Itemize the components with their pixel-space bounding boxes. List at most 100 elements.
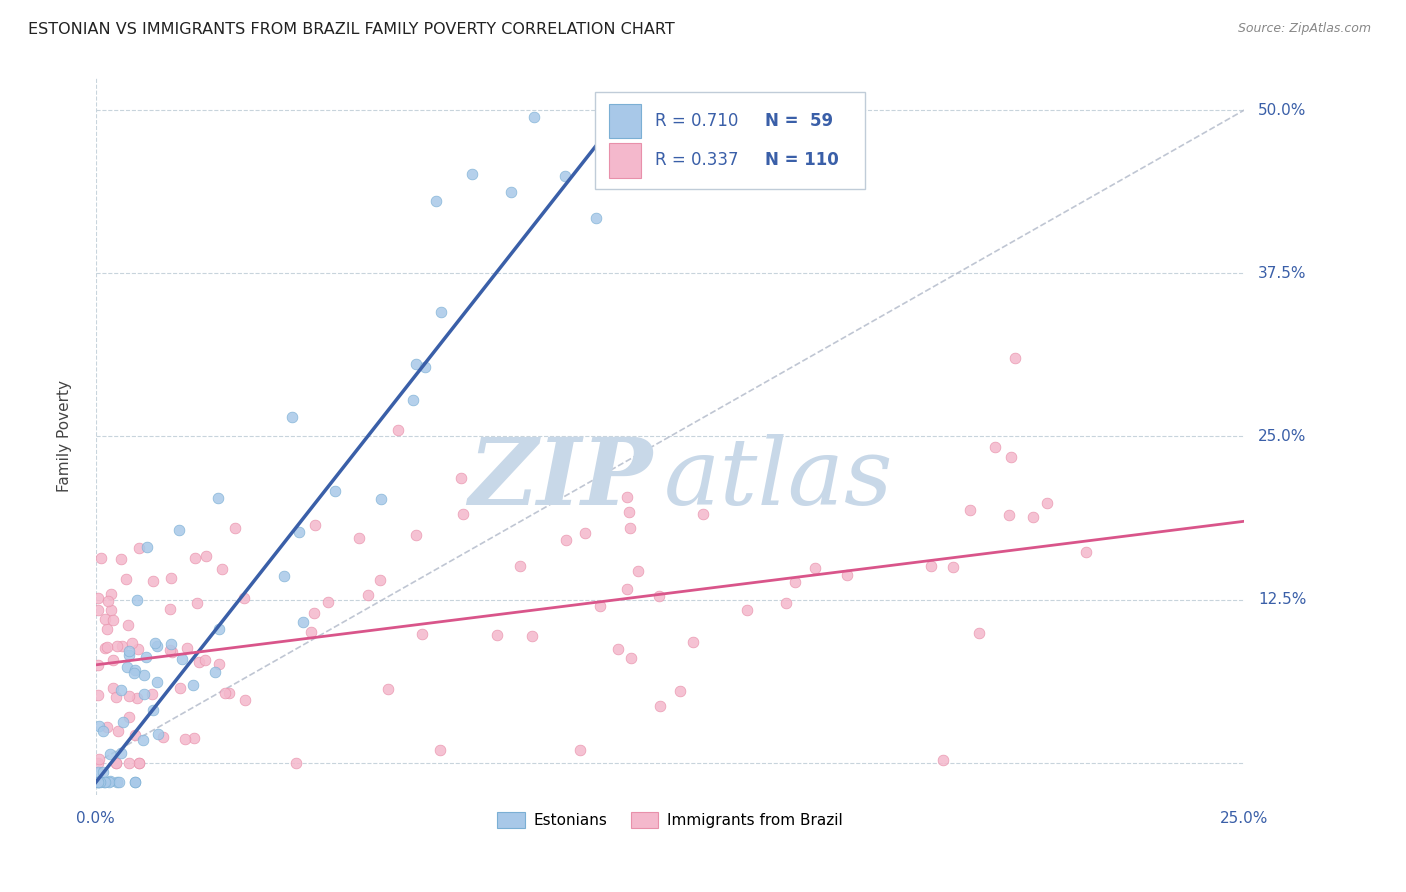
Text: atlas: atlas bbox=[664, 434, 894, 524]
Point bbox=[783, 574, 806, 589]
Point bbox=[96, 622, 118, 636]
Point bbox=[211, 562, 233, 576]
Point bbox=[127, 593, 149, 607]
Legend: Estonians, Immigrants from Brazil: Estonians, Immigrants from Brazil bbox=[491, 806, 849, 834]
Point bbox=[143, 636, 166, 650]
Point bbox=[1021, 509, 1043, 524]
Point bbox=[97, 594, 120, 608]
Point bbox=[368, 573, 391, 587]
Point bbox=[959, 503, 981, 517]
Point bbox=[347, 531, 370, 545]
Point bbox=[207, 491, 229, 506]
Text: N = 110: N = 110 bbox=[765, 151, 839, 169]
Point bbox=[520, 629, 543, 643]
Point bbox=[181, 677, 204, 691]
Point bbox=[87, 775, 110, 789]
Point bbox=[94, 775, 117, 789]
Point bbox=[103, 681, 125, 695]
Text: R = 0.337: R = 0.337 bbox=[655, 151, 738, 169]
Point bbox=[100, 587, 122, 601]
Point bbox=[128, 541, 150, 555]
Point bbox=[998, 508, 1021, 522]
Point bbox=[429, 742, 451, 756]
Point bbox=[87, 775, 110, 789]
Point bbox=[402, 393, 425, 408]
Point bbox=[302, 607, 325, 621]
Point bbox=[87, 765, 110, 780]
Point bbox=[224, 521, 246, 535]
Point bbox=[87, 688, 110, 702]
Text: 12.5%: 12.5% bbox=[1258, 592, 1306, 607]
Point bbox=[121, 635, 143, 649]
Point bbox=[920, 559, 942, 574]
Point bbox=[118, 644, 141, 658]
Point bbox=[87, 756, 110, 770]
Point bbox=[273, 568, 295, 582]
Point bbox=[91, 764, 114, 779]
Point bbox=[160, 645, 183, 659]
Point bbox=[173, 732, 195, 747]
Point bbox=[169, 681, 191, 695]
Point bbox=[87, 775, 110, 789]
Text: ESTONIAN VS IMMIGRANTS FROM BRAZIL FAMILY POVERTY CORRELATION CHART: ESTONIAN VS IMMIGRANTS FROM BRAZIL FAMIL… bbox=[28, 22, 675, 37]
Point bbox=[110, 746, 132, 760]
Point bbox=[98, 773, 121, 788]
Point bbox=[804, 561, 827, 575]
Point bbox=[387, 423, 409, 437]
Point bbox=[124, 663, 146, 677]
Point bbox=[450, 471, 472, 485]
Point bbox=[148, 727, 170, 741]
Point bbox=[176, 641, 198, 656]
Point bbox=[942, 559, 965, 574]
Point bbox=[124, 775, 146, 789]
Point bbox=[127, 691, 149, 706]
Point bbox=[620, 650, 643, 665]
Point bbox=[405, 528, 427, 542]
Point bbox=[118, 648, 141, 663]
Point bbox=[167, 523, 190, 537]
Point bbox=[110, 683, 132, 698]
Point bbox=[142, 703, 165, 717]
Point bbox=[112, 714, 135, 729]
Point bbox=[159, 643, 181, 657]
Point bbox=[117, 756, 139, 770]
Bar bbox=[609, 144, 641, 178]
Point bbox=[141, 687, 163, 701]
Point bbox=[105, 775, 128, 789]
Point bbox=[96, 640, 118, 654]
Point bbox=[523, 110, 546, 124]
Point bbox=[107, 723, 129, 738]
Point bbox=[124, 728, 146, 742]
Point bbox=[648, 699, 671, 714]
Point bbox=[187, 655, 209, 669]
Point bbox=[304, 518, 326, 533]
Text: 25.0%: 25.0% bbox=[1220, 811, 1268, 826]
Point bbox=[932, 753, 955, 767]
Point bbox=[94, 640, 117, 655]
Point bbox=[104, 756, 127, 770]
Point bbox=[509, 559, 531, 574]
Point bbox=[292, 615, 315, 629]
Point bbox=[105, 690, 128, 705]
Point bbox=[104, 756, 127, 770]
Point bbox=[413, 359, 436, 374]
Point bbox=[160, 637, 183, 651]
Point bbox=[218, 686, 240, 700]
Point bbox=[101, 652, 124, 666]
Text: 25.0%: 25.0% bbox=[1258, 429, 1306, 444]
Point bbox=[357, 588, 380, 602]
Point bbox=[984, 440, 1007, 454]
Point bbox=[377, 682, 399, 697]
Point bbox=[430, 305, 453, 319]
Point bbox=[118, 690, 141, 704]
Point bbox=[87, 657, 110, 672]
Point bbox=[569, 743, 592, 757]
Point bbox=[105, 639, 128, 653]
Point bbox=[574, 526, 596, 541]
Point bbox=[668, 684, 690, 698]
Point bbox=[170, 652, 193, 666]
Point bbox=[90, 551, 112, 566]
Point bbox=[152, 730, 174, 744]
Point bbox=[89, 775, 111, 789]
Point bbox=[411, 626, 433, 640]
